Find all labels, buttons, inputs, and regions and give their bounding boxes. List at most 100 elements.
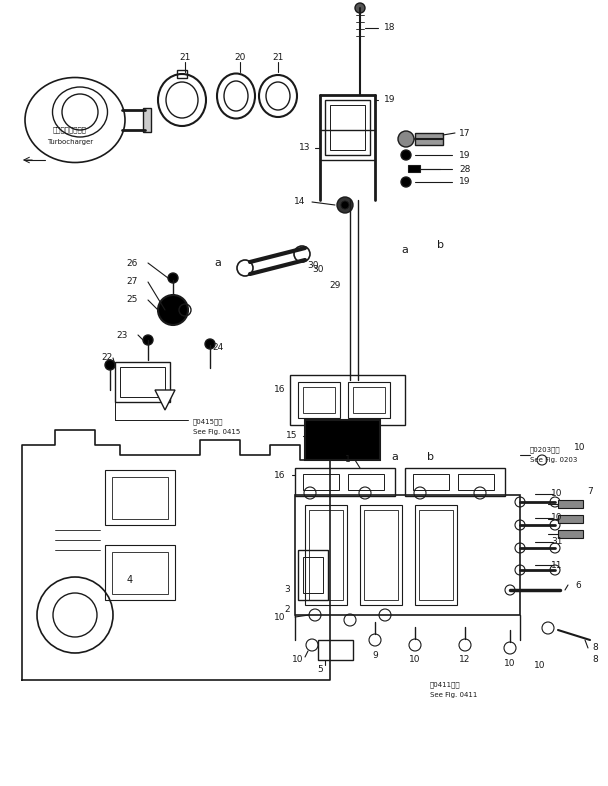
Circle shape: [143, 335, 153, 345]
Text: 10: 10: [274, 612, 286, 622]
Bar: [360, 505, 402, 605]
Text: 14: 14: [294, 197, 306, 207]
Text: 5: 5: [317, 666, 323, 674]
Text: 19: 19: [459, 150, 471, 160]
Text: 6: 6: [575, 581, 581, 590]
Text: 30: 30: [307, 260, 319, 270]
Text: b: b: [426, 452, 434, 462]
Text: a: a: [215, 258, 221, 268]
Bar: [353, 387, 385, 413]
Bar: [419, 510, 453, 600]
Bar: [303, 474, 339, 490]
Text: 30: 30: [313, 266, 323, 274]
Bar: [120, 367, 165, 397]
Bar: [112, 477, 168, 519]
Text: 10: 10: [534, 660, 546, 670]
Bar: [303, 387, 335, 413]
Text: 10: 10: [504, 659, 516, 667]
Text: 8: 8: [592, 644, 598, 652]
Bar: [305, 420, 380, 460]
Bar: [112, 552, 168, 594]
Text: 困0411参照: 困0411参照: [430, 681, 461, 689]
Text: 13: 13: [299, 144, 311, 152]
Text: 16: 16: [274, 471, 286, 479]
Bar: [105, 470, 175, 525]
Bar: [415, 133, 443, 145]
Text: ターボチャージャ: ターボチャージャ: [53, 127, 87, 134]
Text: 27: 27: [126, 277, 137, 287]
Bar: [309, 510, 343, 600]
Text: 4: 4: [127, 575, 133, 585]
Text: b: b: [437, 240, 443, 250]
Bar: [558, 500, 583, 508]
Text: 8: 8: [592, 656, 598, 664]
Text: 21: 21: [179, 53, 191, 61]
Circle shape: [168, 273, 178, 283]
Bar: [143, 108, 151, 132]
Bar: [408, 165, 420, 172]
Circle shape: [401, 177, 411, 187]
Text: a: a: [392, 452, 398, 462]
Text: 1: 1: [345, 456, 351, 465]
Text: 17: 17: [459, 128, 471, 138]
Bar: [348, 382, 390, 418]
Text: 28: 28: [459, 164, 471, 174]
Text: See Fig. 0203: See Fig. 0203: [530, 457, 578, 463]
Text: 10: 10: [292, 656, 304, 664]
Bar: [325, 100, 370, 155]
Bar: [305, 505, 347, 605]
Text: 19: 19: [459, 178, 471, 186]
Circle shape: [105, 360, 115, 370]
Text: 困0203参照: 困0203参照: [530, 446, 561, 454]
Polygon shape: [155, 390, 175, 410]
Text: 10: 10: [551, 490, 563, 498]
Text: 23: 23: [116, 330, 128, 340]
Bar: [177, 70, 187, 78]
Circle shape: [355, 3, 365, 13]
Text: 18: 18: [384, 24, 396, 32]
Text: 15: 15: [286, 432, 298, 440]
Bar: [298, 382, 340, 418]
Text: 10: 10: [574, 443, 586, 453]
Text: 19: 19: [384, 96, 396, 105]
Text: a: a: [401, 245, 409, 255]
Circle shape: [401, 150, 411, 160]
Bar: [295, 468, 395, 496]
Circle shape: [341, 201, 349, 209]
Bar: [458, 474, 494, 490]
Text: 26: 26: [126, 259, 137, 267]
Bar: [290, 375, 405, 425]
Text: 10: 10: [551, 513, 563, 523]
Text: 16: 16: [274, 385, 286, 395]
Bar: [105, 545, 175, 600]
Text: See Fig. 0415: See Fig. 0415: [193, 429, 240, 435]
Text: 11: 11: [551, 560, 563, 570]
Text: See Fig. 0411: See Fig. 0411: [430, 692, 477, 698]
Text: 10: 10: [409, 656, 421, 664]
Text: 31: 31: [551, 538, 563, 546]
Bar: [405, 468, 505, 496]
Text: 25: 25: [126, 296, 137, 304]
Text: 29: 29: [330, 281, 340, 289]
Text: 22: 22: [102, 354, 112, 362]
Circle shape: [205, 339, 215, 349]
Text: 24: 24: [212, 343, 224, 352]
Bar: [295, 495, 520, 615]
Bar: [558, 530, 583, 538]
Bar: [558, 515, 583, 523]
Bar: [318, 640, 353, 660]
Text: 2: 2: [284, 605, 290, 615]
Text: 20: 20: [234, 53, 246, 61]
Bar: [303, 557, 323, 593]
Text: 12: 12: [459, 656, 471, 664]
Bar: [413, 474, 449, 490]
Circle shape: [337, 197, 353, 213]
Text: 21: 21: [272, 53, 284, 61]
Bar: [330, 105, 365, 150]
Text: 7: 7: [587, 487, 593, 497]
Text: 9: 9: [372, 651, 378, 659]
Text: 3: 3: [284, 586, 290, 594]
Bar: [415, 505, 457, 605]
Text: Turbocharger: Turbocharger: [47, 139, 93, 145]
Text: 困0415参照: 困0415参照: [193, 419, 224, 425]
